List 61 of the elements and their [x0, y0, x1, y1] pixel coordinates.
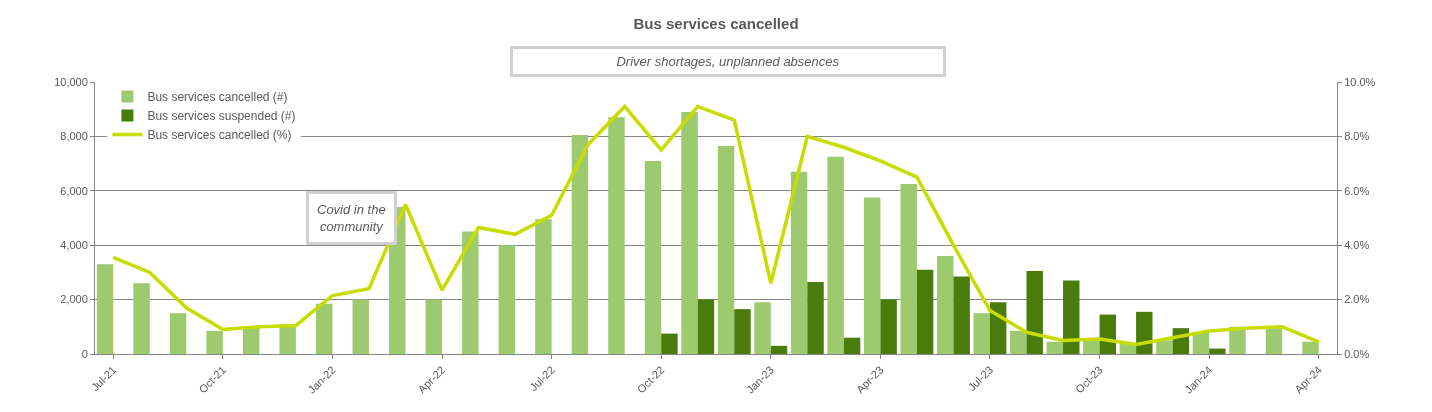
annotation: Covid in the community [317, 202, 386, 234]
y2-tick-label: 0.0% [1344, 347, 1370, 360]
bar [863, 197, 881, 354]
bar [462, 231, 479, 354]
bar [790, 171, 808, 354]
bar [133, 283, 150, 354]
y2-tick-label: 8.0% [1344, 130, 1370, 143]
y-tick-label: 2,000 [60, 293, 88, 306]
bar [770, 345, 788, 354]
line-series [111, 104, 1321, 347]
bar [535, 219, 552, 354]
y2-tick-label: 4.0% [1344, 239, 1370, 252]
bar [1046, 341, 1064, 354]
bar [734, 309, 751, 354]
bar [754, 302, 771, 354]
bar [1083, 340, 1100, 354]
y2-tick-label: 10.0% [1344, 75, 1376, 88]
bar [1010, 330, 1027, 354]
bar [697, 299, 715, 354]
y-tick-label: 4,000 [60, 239, 88, 252]
bar [843, 337, 861, 354]
bar [96, 264, 114, 354]
y-tick-label: 6,000 [60, 184, 88, 197]
bar [989, 302, 1007, 354]
bar [571, 135, 589, 354]
legend-label: Bus services cancelled (#) [147, 90, 288, 105]
y2-tick-label: 2.0% [1344, 293, 1370, 306]
legend-label: Bus services cancelled (%) [147, 128, 292, 143]
bar [953, 276, 970, 354]
bar [1209, 348, 1226, 354]
y-tick-label: 10,000 [54, 75, 88, 88]
bar [807, 281, 824, 354]
bar [498, 245, 516, 354]
bar [1136, 311, 1153, 354]
bar [352, 299, 369, 354]
bar [916, 269, 934, 354]
chart-title: Bus services cancelled [633, 15, 799, 33]
bar [1063, 280, 1080, 354]
bar [827, 156, 844, 354]
bar [1156, 340, 1173, 354]
bar [681, 111, 698, 354]
y2-tick-label: 6.0% [1344, 184, 1370, 197]
bar [206, 330, 223, 354]
legend-label: Bus services suspended (#) [147, 109, 296, 124]
bar [717, 145, 735, 354]
y-tick-label: 0 [81, 347, 88, 360]
bar [279, 326, 296, 354]
bar [900, 184, 917, 354]
text: Driver shortages, unplanned absences [616, 54, 840, 69]
bar [425, 299, 443, 354]
bar [661, 333, 678, 354]
bar [1026, 271, 1043, 354]
bar [937, 256, 954, 354]
bar [1302, 341, 1319, 354]
bar [608, 117, 625, 354]
bar [644, 160, 662, 354]
bar [169, 313, 187, 354]
bar [880, 299, 897, 354]
bar [973, 313, 990, 354]
bar [316, 303, 333, 354]
y-tick-label: 8,000 [60, 130, 88, 143]
